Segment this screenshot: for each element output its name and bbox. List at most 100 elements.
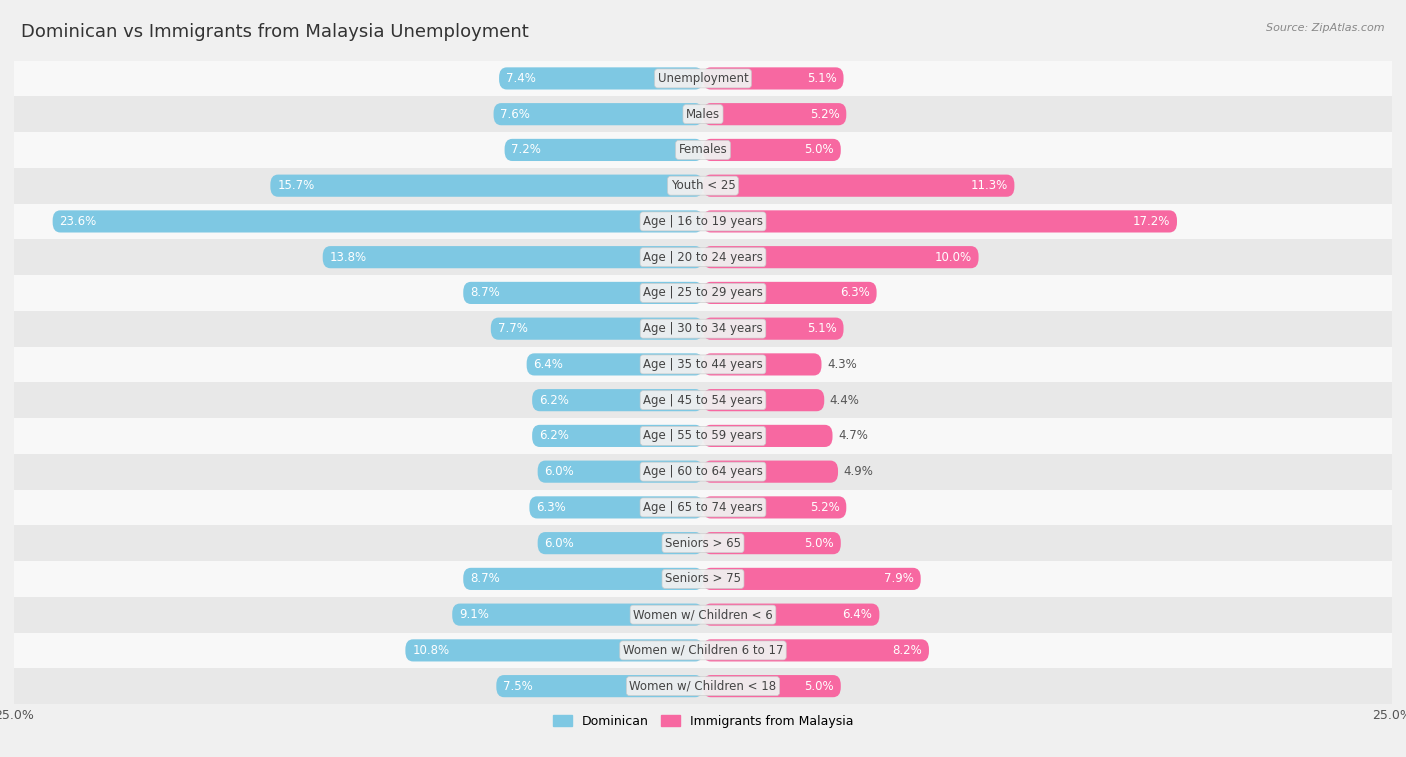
Text: 10.8%: 10.8% xyxy=(412,644,450,657)
Bar xyxy=(14,347,1392,382)
Bar xyxy=(14,96,1392,132)
Text: 5.1%: 5.1% xyxy=(807,322,837,335)
Text: 8.7%: 8.7% xyxy=(470,286,501,300)
FancyBboxPatch shape xyxy=(323,246,703,268)
FancyBboxPatch shape xyxy=(703,282,876,304)
FancyBboxPatch shape xyxy=(703,389,824,411)
FancyBboxPatch shape xyxy=(703,568,921,590)
FancyBboxPatch shape xyxy=(530,497,703,519)
Text: 6.3%: 6.3% xyxy=(536,501,567,514)
Text: Age | 65 to 74 years: Age | 65 to 74 years xyxy=(643,501,763,514)
FancyBboxPatch shape xyxy=(703,175,1014,197)
Text: 7.7%: 7.7% xyxy=(498,322,527,335)
Text: 9.1%: 9.1% xyxy=(460,608,489,621)
Bar xyxy=(14,311,1392,347)
Text: 7.4%: 7.4% xyxy=(506,72,536,85)
Text: 5.2%: 5.2% xyxy=(810,107,839,120)
Text: Dominican vs Immigrants from Malaysia Unemployment: Dominican vs Immigrants from Malaysia Un… xyxy=(21,23,529,41)
Text: 5.2%: 5.2% xyxy=(810,501,839,514)
Text: Age | 55 to 59 years: Age | 55 to 59 years xyxy=(643,429,763,442)
FancyBboxPatch shape xyxy=(405,640,703,662)
FancyBboxPatch shape xyxy=(537,532,703,554)
Text: 10.0%: 10.0% xyxy=(935,251,972,263)
Text: 6.4%: 6.4% xyxy=(533,358,564,371)
Text: 7.2%: 7.2% xyxy=(512,143,541,157)
Text: 8.2%: 8.2% xyxy=(893,644,922,657)
Text: Youth < 25: Youth < 25 xyxy=(671,179,735,192)
Text: 4.7%: 4.7% xyxy=(838,429,868,442)
FancyBboxPatch shape xyxy=(703,603,879,626)
Text: 6.0%: 6.0% xyxy=(544,537,574,550)
Bar xyxy=(14,561,1392,597)
Text: Age | 30 to 34 years: Age | 30 to 34 years xyxy=(643,322,763,335)
Bar xyxy=(14,453,1392,490)
FancyBboxPatch shape xyxy=(703,425,832,447)
Text: Age | 60 to 64 years: Age | 60 to 64 years xyxy=(643,465,763,478)
FancyBboxPatch shape xyxy=(531,389,703,411)
Bar xyxy=(14,418,1392,453)
Bar xyxy=(14,382,1392,418)
FancyBboxPatch shape xyxy=(52,210,703,232)
Text: 15.7%: 15.7% xyxy=(277,179,315,192)
Text: Women w/ Children < 18: Women w/ Children < 18 xyxy=(630,680,776,693)
Text: 5.0%: 5.0% xyxy=(804,143,834,157)
Text: 13.8%: 13.8% xyxy=(329,251,367,263)
Text: 6.4%: 6.4% xyxy=(842,608,873,621)
Text: 6.2%: 6.2% xyxy=(538,394,569,407)
FancyBboxPatch shape xyxy=(494,103,703,125)
Text: 8.7%: 8.7% xyxy=(470,572,501,585)
Text: 23.6%: 23.6% xyxy=(59,215,97,228)
Text: 4.9%: 4.9% xyxy=(844,465,873,478)
Text: 7.9%: 7.9% xyxy=(884,572,914,585)
FancyBboxPatch shape xyxy=(703,532,841,554)
Text: 7.5%: 7.5% xyxy=(503,680,533,693)
FancyBboxPatch shape xyxy=(505,139,703,161)
Text: 5.0%: 5.0% xyxy=(804,680,834,693)
Bar xyxy=(14,275,1392,311)
Bar xyxy=(14,525,1392,561)
FancyBboxPatch shape xyxy=(703,103,846,125)
Bar xyxy=(14,597,1392,633)
FancyBboxPatch shape xyxy=(463,282,703,304)
Text: 5.0%: 5.0% xyxy=(804,537,834,550)
FancyBboxPatch shape xyxy=(463,568,703,590)
Text: Women w/ Children < 6: Women w/ Children < 6 xyxy=(633,608,773,621)
Bar xyxy=(14,668,1392,704)
FancyBboxPatch shape xyxy=(491,318,703,340)
Text: Age | 25 to 29 years: Age | 25 to 29 years xyxy=(643,286,763,300)
FancyBboxPatch shape xyxy=(703,354,821,375)
Text: Age | 16 to 19 years: Age | 16 to 19 years xyxy=(643,215,763,228)
FancyBboxPatch shape xyxy=(499,67,703,89)
Bar xyxy=(14,239,1392,275)
FancyBboxPatch shape xyxy=(527,354,703,375)
FancyBboxPatch shape xyxy=(537,460,703,483)
Text: Unemployment: Unemployment xyxy=(658,72,748,85)
Text: 11.3%: 11.3% xyxy=(970,179,1008,192)
FancyBboxPatch shape xyxy=(703,210,1177,232)
Text: 6.3%: 6.3% xyxy=(839,286,870,300)
Text: Source: ZipAtlas.com: Source: ZipAtlas.com xyxy=(1267,23,1385,33)
Text: Age | 45 to 54 years: Age | 45 to 54 years xyxy=(643,394,763,407)
Bar xyxy=(14,61,1392,96)
FancyBboxPatch shape xyxy=(703,675,841,697)
FancyBboxPatch shape xyxy=(496,675,703,697)
Text: Women w/ Children 6 to 17: Women w/ Children 6 to 17 xyxy=(623,644,783,657)
Text: 5.1%: 5.1% xyxy=(807,72,837,85)
Legend: Dominican, Immigrants from Malaysia: Dominican, Immigrants from Malaysia xyxy=(548,710,858,733)
Text: Age | 20 to 24 years: Age | 20 to 24 years xyxy=(643,251,763,263)
FancyBboxPatch shape xyxy=(703,640,929,662)
Bar xyxy=(14,490,1392,525)
Bar xyxy=(14,132,1392,168)
Text: Females: Females xyxy=(679,143,727,157)
Text: 4.3%: 4.3% xyxy=(827,358,856,371)
Bar xyxy=(14,204,1392,239)
FancyBboxPatch shape xyxy=(703,460,838,483)
Text: 6.0%: 6.0% xyxy=(544,465,574,478)
Text: Seniors > 75: Seniors > 75 xyxy=(665,572,741,585)
Text: 4.4%: 4.4% xyxy=(830,394,859,407)
Text: Males: Males xyxy=(686,107,720,120)
FancyBboxPatch shape xyxy=(703,318,844,340)
Text: Seniors > 65: Seniors > 65 xyxy=(665,537,741,550)
Text: 7.6%: 7.6% xyxy=(501,107,530,120)
FancyBboxPatch shape xyxy=(703,246,979,268)
